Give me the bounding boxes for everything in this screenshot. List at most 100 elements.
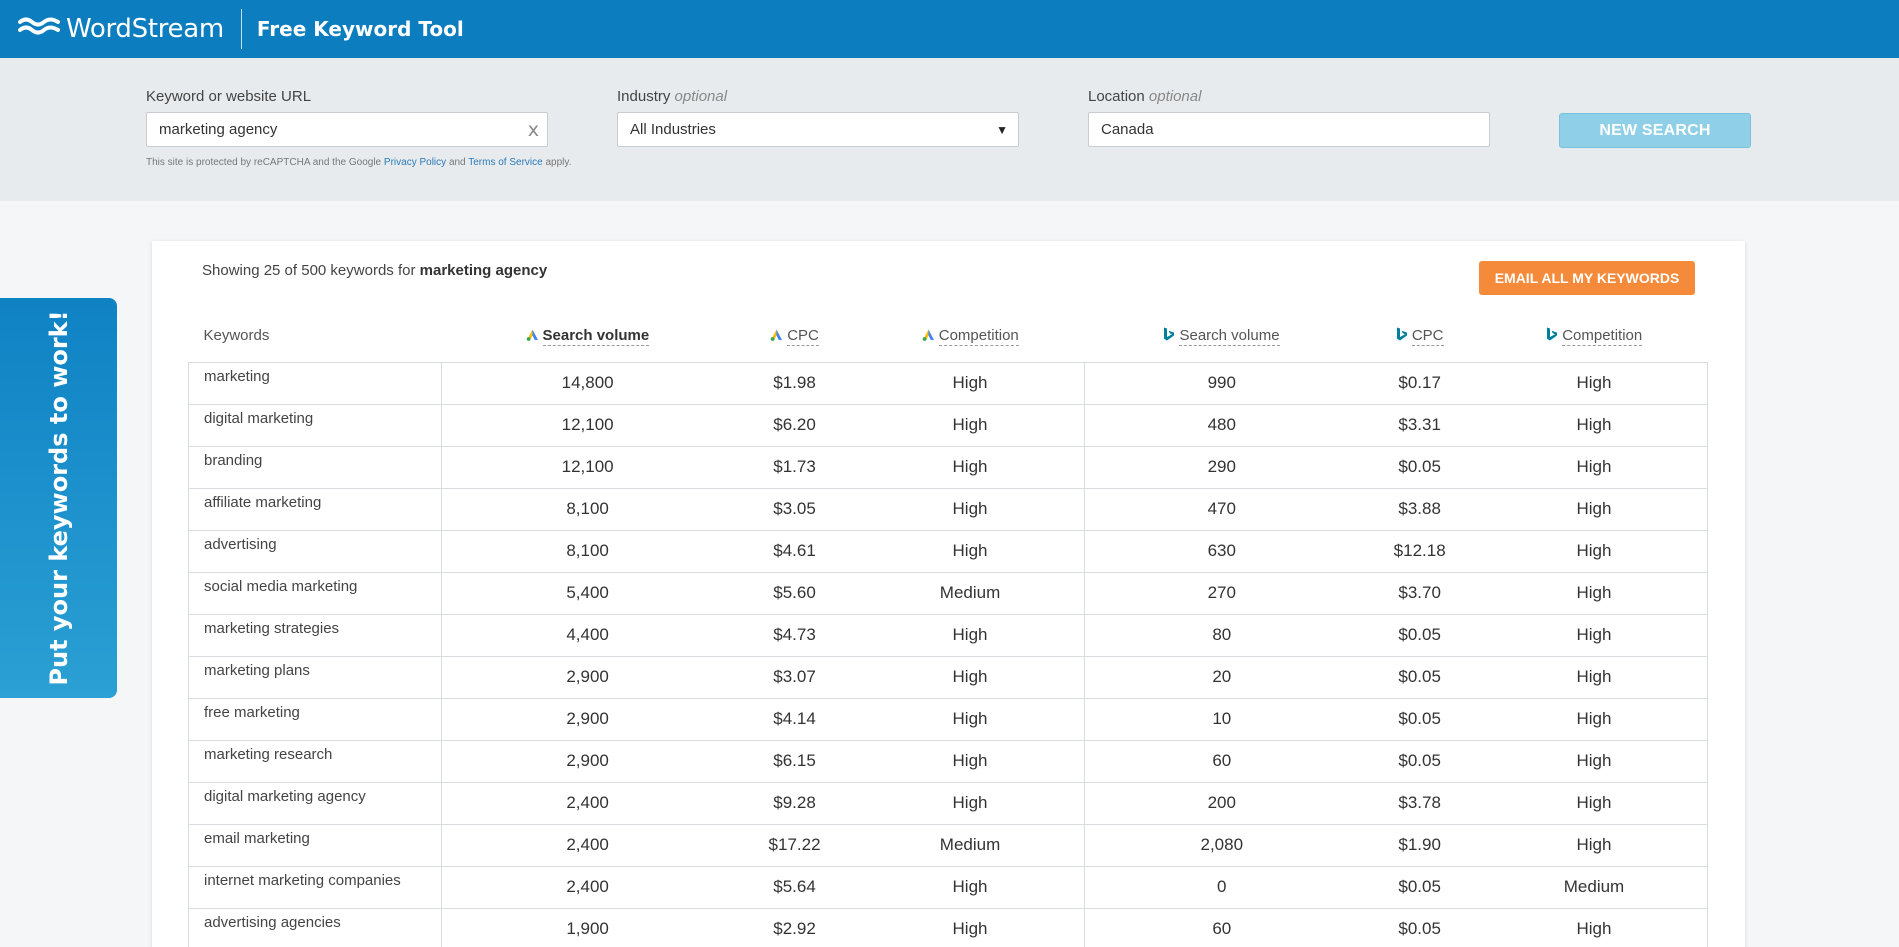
cell-google-competition: High	[855, 445, 1086, 489]
recaptcha-and: and	[448, 157, 466, 168]
cell-google-cpc: $4.14	[733, 697, 856, 741]
google-ads-icon	[770, 328, 783, 345]
cell-bing-search-volume: 10	[1084, 697, 1359, 741]
column-header-keywords: Keywords	[189, 310, 442, 362]
column-header-bing-search-volume[interactable]: Search volume	[1085, 310, 1359, 362]
recaptcha-prefix: This site is protected by reCAPTCHA and …	[146, 157, 382, 168]
terms-of-service-link[interactable]: Terms of Service	[468, 157, 543, 168]
cell-keywords: advertising	[188, 529, 442, 573]
wordstream-waves-icon	[18, 17, 60, 35]
cell-bing-competition: High	[1480, 781, 1708, 825]
cell-google-competition: High	[855, 781, 1086, 825]
column-header-bing-cpc[interactable]: CPC	[1358, 310, 1481, 362]
results-summary: Showing 25 of 500 keywords for marketing…	[202, 262, 547, 279]
keywords-table: Keywords Search volume CPC Competition Searc…	[188, 310, 1708, 947]
cell-google-cpc: $3.05	[733, 487, 856, 531]
cell-google-search-volume: 8,100	[441, 529, 734, 573]
cell-keywords: social media marketing	[188, 571, 442, 615]
cell-bing-search-volume: 2,080	[1084, 823, 1359, 867]
cell-google-search-volume: 5,400	[441, 571, 734, 615]
column-header-google-cpc[interactable]: CPC	[733, 310, 856, 362]
cell-bing-cpc: $0.05	[1358, 907, 1481, 947]
privacy-policy-link[interactable]: Privacy Policy	[383, 157, 447, 168]
cell-keywords: marketing research	[188, 739, 442, 783]
cell-keywords: internet marketing companies	[188, 865, 442, 909]
location-label: Location optional	[1088, 88, 1490, 105]
cell-bing-cpc: $0.05	[1358, 655, 1481, 699]
industry-select[interactable]: All Industries ▼	[617, 112, 1019, 147]
table-row: free marketing 2,900 $4.14 High 10 $0.05 High	[188, 697, 1708, 741]
industry-label: Industry optional	[617, 88, 1019, 105]
table-row: advertising agencies 1,900 $2.92 High 60 $0.0…	[188, 907, 1708, 947]
table-row: advertising 8,100 $4.61 High 630 $12.18 High	[188, 529, 1708, 573]
new-search-button[interactable]: NEW SEARCH	[1559, 113, 1751, 148]
cell-google-competition: High	[855, 907, 1086, 947]
cell-bing-cpc: $0.05	[1358, 613, 1481, 657]
keywords-side-tab[interactable]: Put your keywords to work!	[0, 298, 117, 698]
cell-google-cpc: $6.20	[733, 403, 856, 447]
keyword-field: Keyword or website URL marketing agency …	[146, 88, 548, 147]
cell-google-cpc: $4.61	[733, 529, 856, 573]
cell-google-competition: High	[855, 487, 1086, 531]
email-keywords-button[interactable]: EMAIL ALL MY KEYWORDS	[1479, 261, 1695, 295]
column-header-label: Search volume	[542, 326, 650, 346]
cell-bing-competition: High	[1480, 697, 1708, 741]
cell-bing-cpc: $0.17	[1358, 361, 1481, 405]
cell-bing-search-volume: 20	[1084, 655, 1359, 699]
cell-google-cpc: $17.22	[733, 823, 856, 867]
column-header-label: Keywords	[203, 327, 270, 345]
cell-google-search-volume: 2,400	[441, 865, 734, 909]
cell-bing-search-volume: 60	[1084, 907, 1359, 947]
cell-google-search-volume: 2,900	[441, 655, 734, 699]
bing-icon	[1396, 327, 1408, 345]
column-header-label: CPC	[1411, 326, 1444, 346]
cell-keywords: email marketing	[188, 823, 442, 867]
cell-bing-competition: High	[1480, 445, 1708, 489]
cell-bing-competition: High	[1480, 655, 1708, 699]
cell-bing-cpc: $3.70	[1358, 571, 1481, 615]
cell-google-competition: High	[855, 655, 1086, 699]
column-header-google-search-volume[interactable]: Search volume	[442, 310, 734, 362]
location-label-text: Location	[1088, 88, 1145, 105]
side-tab-label: Put your keywords to work!	[44, 310, 73, 686]
column-header-google-competition[interactable]: Competition	[856, 310, 1085, 362]
cell-bing-search-volume: 290	[1084, 445, 1359, 489]
table-row: marketing 14,800 $1.98 High 990 $0.17 High	[188, 361, 1708, 405]
clear-keyword-icon[interactable]: x	[527, 118, 539, 141]
cell-bing-cpc: $3.88	[1358, 487, 1481, 531]
column-header-bing-competition[interactable]: Competition	[1481, 310, 1708, 362]
cell-google-competition: High	[855, 613, 1086, 657]
table-row: digital marketing 12,100 $6.20 High 480 $3.31…	[188, 403, 1708, 447]
results-card: Showing 25 of 500 keywords for marketing…	[152, 241, 1745, 947]
cell-google-cpc: $9.28	[733, 781, 856, 825]
cell-bing-search-volume: 60	[1084, 739, 1359, 783]
cell-bing-cpc: $12.18	[1358, 529, 1481, 573]
cell-google-search-volume: 2,900	[441, 739, 734, 783]
cell-bing-search-volume: 80	[1084, 613, 1359, 657]
chevron-down-icon: ▼	[996, 122, 1008, 137]
cell-keywords: affiliate marketing	[188, 487, 442, 531]
column-header-label: CPC	[787, 326, 819, 346]
table-row: email marketing 2,400 $17.22 Medium 2,080 $1.…	[188, 823, 1708, 867]
cell-bing-cpc: $0.05	[1358, 739, 1481, 783]
location-input[interactable]: Canada	[1088, 112, 1490, 147]
cell-google-cpc: $5.64	[733, 865, 856, 909]
keyword-input[interactable]: marketing agency x	[146, 112, 548, 147]
table-row: social media marketing 5,400 $5.60 Medium 27…	[188, 571, 1708, 615]
cell-google-search-volume: 14,800	[441, 361, 734, 405]
table-row: internet marketing companies 2,400 $5.64 Hi…	[188, 865, 1708, 909]
cell-google-competition: High	[855, 403, 1086, 447]
cell-google-competition: High	[855, 361, 1086, 405]
cell-bing-competition: High	[1480, 739, 1708, 783]
cell-bing-competition: Medium	[1480, 865, 1708, 909]
bing-icon	[1546, 327, 1558, 345]
cell-google-competition: High	[855, 529, 1086, 573]
cell-bing-search-volume: 990	[1084, 361, 1359, 405]
wordstream-logo[interactable]: WordStream	[18, 0, 224, 58]
cell-bing-search-volume: 480	[1084, 403, 1359, 447]
cell-google-search-volume: 2,400	[441, 781, 734, 825]
keyword-label: Keyword or website URL	[146, 88, 312, 105]
industry-optional-text: optional	[674, 88, 728, 105]
tool-title: Free Keyword Tool	[256, 17, 464, 41]
cell-google-cpc: $2.92	[733, 907, 856, 947]
